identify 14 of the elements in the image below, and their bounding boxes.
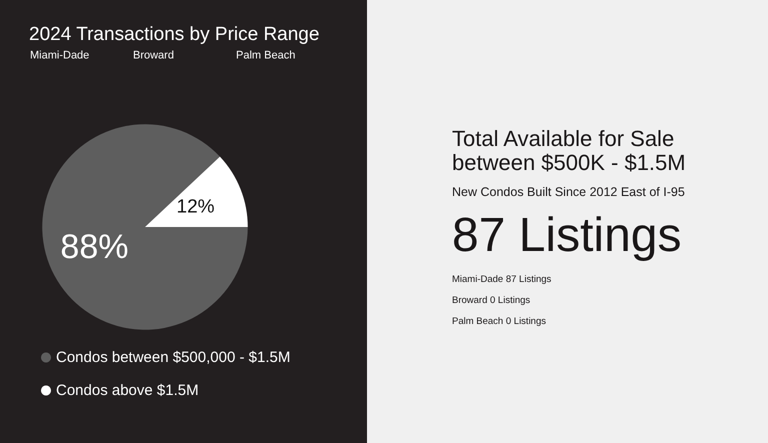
text: Total Available for Sale between $500K - $1.5M [452, 126, 686, 175]
data-label: 88% [60, 228, 128, 266]
text: 87 Listings [452, 208, 682, 264]
text: Broward [133, 50, 174, 62]
text: Palm Beach 0 Listings [452, 315, 547, 329]
text: Miami-Dade 87 Listings [452, 273, 552, 287]
text: Palm Beach [236, 50, 296, 62]
legend-label: Condos between $500,000 - $1.5M [56, 349, 290, 366]
data-label: 12% [176, 196, 215, 218]
chart-title: 2024 Transactions by Price Range [29, 24, 320, 45]
text: Broward 0 Listings [452, 294, 532, 308]
text: Miami-Dade [30, 50, 90, 62]
text: New Condos Built Since 2012 East of I-95 [452, 185, 686, 199]
legend-label: Condos above $1.5M [56, 382, 199, 399]
